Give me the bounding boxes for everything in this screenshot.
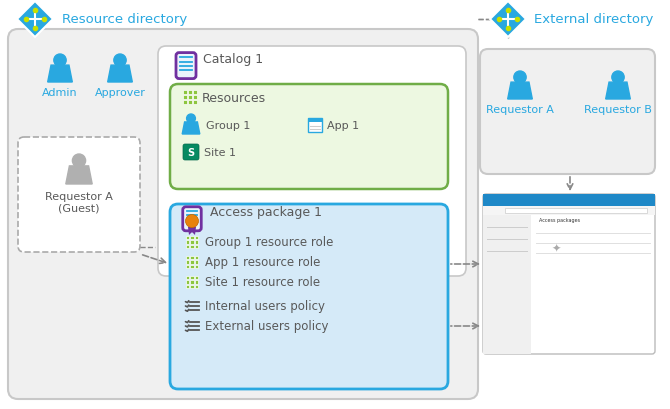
Polygon shape bbox=[508, 83, 533, 100]
Text: Group 1: Group 1 bbox=[206, 121, 251, 131]
Text: Catalog 1: Catalog 1 bbox=[203, 53, 263, 66]
Bar bbox=[193, 91, 197, 95]
Text: External users policy: External users policy bbox=[205, 320, 328, 333]
FancyBboxPatch shape bbox=[483, 195, 655, 354]
FancyBboxPatch shape bbox=[183, 207, 201, 231]
Bar bbox=[483, 195, 655, 207]
FancyBboxPatch shape bbox=[18, 138, 140, 252]
Bar bbox=[308, 119, 322, 133]
Circle shape bbox=[186, 215, 198, 228]
Bar bbox=[194, 261, 198, 264]
Text: Admin: Admin bbox=[42, 88, 78, 98]
Text: Requestor B: Requestor B bbox=[584, 105, 652, 115]
Text: Resources: Resources bbox=[202, 91, 266, 104]
Bar bbox=[186, 281, 190, 284]
Text: Requestor A
(Guest): Requestor A (Guest) bbox=[45, 191, 113, 213]
Circle shape bbox=[514, 72, 526, 84]
Bar bbox=[194, 265, 198, 268]
Bar bbox=[190, 281, 194, 284]
Circle shape bbox=[114, 55, 126, 67]
Polygon shape bbox=[66, 166, 92, 184]
Polygon shape bbox=[48, 66, 72, 83]
Bar bbox=[193, 101, 197, 105]
Bar bbox=[194, 240, 198, 244]
Bar bbox=[186, 265, 190, 268]
Bar bbox=[186, 285, 190, 288]
Circle shape bbox=[72, 155, 86, 168]
Text: App 1: App 1 bbox=[327, 121, 359, 131]
Polygon shape bbox=[188, 227, 196, 236]
Bar bbox=[188, 96, 192, 100]
Polygon shape bbox=[490, 2, 526, 38]
Text: Site 1: Site 1 bbox=[204, 148, 236, 157]
Circle shape bbox=[54, 55, 66, 67]
Bar bbox=[190, 245, 194, 249]
Bar bbox=[193, 96, 197, 100]
Circle shape bbox=[187, 115, 196, 124]
Bar bbox=[183, 101, 187, 105]
FancyBboxPatch shape bbox=[170, 85, 448, 189]
Polygon shape bbox=[606, 83, 630, 100]
Bar bbox=[183, 91, 187, 95]
Bar bbox=[183, 96, 187, 100]
Bar bbox=[483, 216, 531, 354]
Bar bbox=[194, 285, 198, 288]
Text: Internal users policy: Internal users policy bbox=[205, 300, 325, 313]
Bar bbox=[186, 256, 190, 260]
Bar bbox=[186, 236, 190, 240]
Bar bbox=[186, 245, 190, 249]
Text: Requestor A: Requestor A bbox=[486, 105, 554, 115]
Bar bbox=[483, 207, 655, 216]
Bar bbox=[188, 101, 192, 105]
Bar bbox=[194, 245, 198, 249]
Bar bbox=[186, 261, 190, 264]
Text: S: S bbox=[188, 148, 194, 157]
Bar bbox=[186, 276, 190, 280]
Bar bbox=[190, 236, 194, 240]
FancyBboxPatch shape bbox=[176, 54, 196, 79]
FancyBboxPatch shape bbox=[170, 204, 448, 389]
Text: External directory: External directory bbox=[534, 13, 653, 27]
FancyBboxPatch shape bbox=[480, 50, 655, 175]
Text: Access package 1: Access package 1 bbox=[210, 206, 322, 219]
Bar bbox=[190, 276, 194, 280]
Bar bbox=[190, 285, 194, 288]
Bar bbox=[194, 236, 198, 240]
Text: Group 1 resource role: Group 1 resource role bbox=[205, 236, 334, 249]
Bar bbox=[186, 240, 190, 244]
Bar bbox=[505, 209, 647, 213]
Text: Site 1 resource role: Site 1 resource role bbox=[205, 276, 320, 289]
Bar bbox=[194, 276, 198, 280]
Polygon shape bbox=[108, 66, 132, 83]
Polygon shape bbox=[182, 123, 200, 135]
Text: App 1 resource role: App 1 resource role bbox=[205, 256, 320, 269]
Bar bbox=[188, 91, 192, 95]
Bar bbox=[190, 256, 194, 260]
Bar bbox=[308, 119, 322, 123]
Text: Approver: Approver bbox=[94, 88, 145, 98]
Circle shape bbox=[612, 72, 624, 84]
Bar bbox=[194, 281, 198, 284]
Bar bbox=[190, 261, 194, 264]
FancyBboxPatch shape bbox=[183, 145, 199, 161]
Bar bbox=[194, 256, 198, 260]
Polygon shape bbox=[17, 2, 53, 38]
Text: Access packages: Access packages bbox=[539, 218, 580, 222]
Bar bbox=[190, 240, 194, 244]
FancyBboxPatch shape bbox=[158, 47, 466, 276]
Text: ✦: ✦ bbox=[551, 243, 561, 254]
Bar bbox=[190, 265, 194, 268]
Text: Resource directory: Resource directory bbox=[62, 13, 187, 27]
FancyBboxPatch shape bbox=[8, 30, 478, 399]
